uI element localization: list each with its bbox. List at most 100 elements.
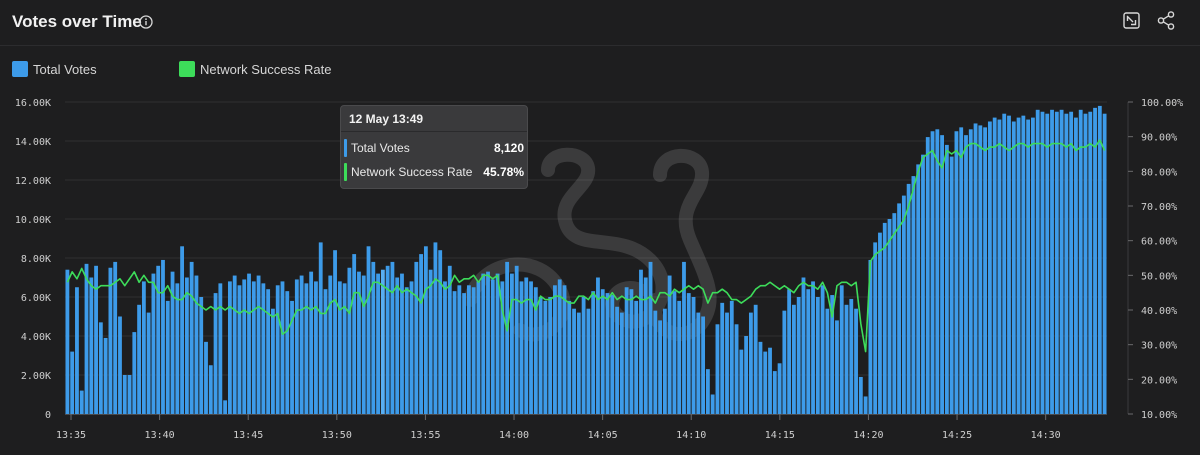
bar[interactable] [667, 275, 672, 414]
bar[interactable] [830, 295, 835, 414]
bar[interactable] [189, 261, 194, 414]
bar[interactable] [997, 119, 1002, 415]
bar[interactable] [978, 125, 983, 415]
bar[interactable] [844, 304, 849, 414]
bar[interactable] [208, 365, 213, 414]
bar[interactable] [968, 129, 973, 415]
bar[interactable] [108, 267, 113, 414]
bar[interactable] [983, 127, 988, 414]
bar[interactable] [486, 271, 490, 414]
share-icon[interactable] [1157, 11, 1175, 30]
bar[interactable] [223, 400, 228, 414]
bar[interactable] [1059, 109, 1064, 415]
bar[interactable] [777, 363, 782, 414]
bar[interactable] [763, 351, 768, 414]
bar[interactable] [141, 281, 146, 414]
bar[interactable] [1102, 113, 1107, 414]
bar[interactable] [610, 295, 615, 414]
bar[interactable] [1026, 119, 1031, 415]
bar[interactable] [161, 259, 165, 414]
bar[interactable] [347, 267, 352, 414]
bar[interactable] [127, 375, 132, 414]
bar[interactable] [710, 394, 715, 415]
bar[interactable] [103, 337, 108, 414]
bar[interactable] [849, 298, 854, 414]
bar[interactable] [404, 287, 409, 414]
bar[interactable] [629, 289, 634, 414]
bar[interactable] [438, 250, 443, 414]
bar[interactable] [739, 349, 744, 414]
bar[interactable] [806, 289, 811, 414]
bar[interactable] [204, 341, 208, 414]
bar[interactable] [835, 320, 839, 414]
bar[interactable] [510, 273, 514, 414]
bar[interactable] [333, 250, 337, 414]
bar[interactable] [237, 285, 242, 414]
bar[interactable] [165, 300, 170, 414]
bar[interactable] [500, 281, 505, 414]
bar[interactable] [1093, 107, 1097, 414]
bar[interactable] [409, 281, 414, 414]
bar[interactable] [1007, 115, 1011, 415]
bar[interactable] [729, 300, 734, 414]
bar[interactable] [815, 297, 820, 414]
bar[interactable] [495, 273, 500, 414]
bar[interactable] [390, 261, 395, 414]
bar[interactable] [328, 275, 333, 414]
bar[interactable] [294, 279, 299, 414]
bar[interactable] [653, 310, 658, 414]
bar[interactable] [337, 281, 342, 414]
bar[interactable] [423, 246, 428, 414]
bar[interactable] [213, 293, 218, 414]
bar[interactable] [887, 219, 892, 414]
bar[interactable] [514, 265, 519, 414]
bar[interactable] [70, 351, 75, 414]
bar[interactable] [218, 283, 223, 414]
legend-total-votes[interactable]: Total Votes [12, 61, 97, 77]
bar[interactable] [677, 300, 682, 414]
bar[interactable] [658, 320, 662, 414]
bar[interactable] [581, 297, 586, 414]
bar[interactable] [146, 312, 151, 414]
bar[interactable] [820, 285, 825, 414]
bar[interactable] [380, 269, 385, 414]
bar[interactable] [753, 304, 758, 414]
bar[interactable] [825, 308, 830, 414]
bar[interactable] [672, 291, 677, 414]
bar[interactable] [194, 275, 199, 414]
bar[interactable] [476, 281, 481, 414]
bar[interactable] [705, 369, 710, 414]
legend-network-success-rate[interactable]: Network Success Rate [179, 61, 332, 77]
bar[interactable] [366, 246, 371, 414]
bar[interactable] [1069, 111, 1074, 414]
bar[interactable] [591, 291, 596, 414]
bar[interactable] [548, 297, 553, 414]
bar[interactable] [519, 281, 524, 414]
bar[interactable] [720, 302, 725, 414]
bar[interactable] [199, 297, 204, 414]
bar[interactable] [275, 285, 280, 414]
bar[interactable] [949, 156, 954, 414]
bar[interactable] [1011, 121, 1016, 415]
bar[interactable] [184, 277, 189, 415]
bar[interactable] [682, 261, 686, 414]
bar[interactable] [796, 297, 801, 414]
bar[interactable] [940, 135, 944, 414]
bar[interactable] [801, 277, 806, 415]
bar[interactable] [481, 273, 486, 414]
bar[interactable] [232, 275, 237, 414]
bar[interactable] [529, 281, 533, 414]
bar[interactable] [906, 183, 911, 414]
bar[interactable] [892, 213, 897, 414]
bar[interactable] [596, 277, 600, 415]
bar[interactable] [921, 154, 925, 414]
bar[interactable] [725, 312, 729, 414]
bar[interactable] [787, 289, 792, 414]
bar[interactable] [395, 277, 400, 415]
bar[interactable] [490, 279, 495, 414]
bar[interactable] [75, 287, 79, 414]
bar[interactable] [533, 287, 538, 414]
bar[interactable] [132, 332, 137, 414]
bar[interactable] [247, 273, 251, 414]
bar[interactable] [973, 123, 978, 414]
